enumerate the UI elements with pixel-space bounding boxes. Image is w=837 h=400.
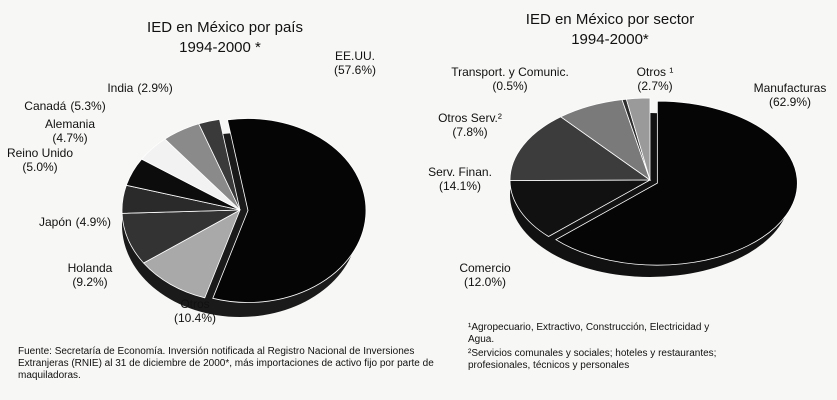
- value-label: (4.7%): [52, 131, 87, 145]
- pie-slice: [625, 97, 651, 181]
- slice-label: Manufacturas (62.9%): [754, 81, 827, 109]
- value-label: (2.7%): [637, 79, 672, 93]
- chart-subtitle: 1994-2000 *: [179, 39, 261, 56]
- footnote: ¹Agropecuario, Extractivo, Construcción,…: [468, 322, 710, 345]
- pie-slice: [212, 118, 367, 303]
- value-label: (9.2%): [72, 275, 107, 289]
- category-label: Otros: [180, 297, 209, 311]
- value-label: (10.4%): [174, 311, 216, 325]
- slice-label: India (2.9%): [107, 81, 172, 95]
- category-label: Japón: [39, 215, 72, 229]
- category-label: EE.UU.: [335, 49, 375, 63]
- slice-label: Otros ¹ (2.7%): [637, 65, 674, 93]
- slice-label: Serv. Finan. (14.1%): [428, 165, 492, 193]
- footnote: ²Servicios comunales y sociales; hoteles…: [468, 348, 717, 371]
- value-label: (12.0%): [464, 275, 506, 289]
- slice-label: EE.UU. (57.6%): [334, 49, 376, 77]
- slice-label: Otros (10.4%): [174, 297, 216, 325]
- slice-label: Comercio (12.0%): [459, 261, 511, 289]
- category-label: Otros ¹: [637, 65, 674, 79]
- pie-slice: [555, 100, 798, 266]
- category-label: Alemania: [45, 117, 95, 131]
- pie-slice: [198, 118, 241, 211]
- category-label: Manufacturas: [754, 81, 827, 95]
- category-label: Comercio: [459, 261, 511, 275]
- source-note: Fuente: Secretaría de Economía. Inversió…: [18, 346, 434, 381]
- chart-title: IED en México por sector: [526, 11, 694, 28]
- slice-label: Holanda (9.2%): [68, 261, 113, 289]
- value-label: (62.9%): [769, 95, 811, 109]
- value-label: (57.6%): [334, 63, 376, 77]
- slice-label: Alemania (4.7%): [45, 117, 95, 145]
- slice-label: Canadá (5.3%): [24, 99, 105, 113]
- slice-label: Otros Serv.² (7.8%): [438, 111, 502, 139]
- slice-label: Reino Unido (5.0%): [7, 146, 73, 174]
- value-label: (4.9%): [76, 215, 111, 229]
- value-label: (14.1%): [439, 179, 481, 193]
- category-label: Serv. Finan.: [428, 165, 492, 179]
- pie-slice: [509, 179, 651, 237]
- chart-title: IED en México por país: [147, 19, 303, 36]
- value-label: (5.3%): [70, 99, 105, 113]
- category-label: Holanda: [68, 261, 113, 275]
- value-label: (2.9%): [137, 81, 172, 95]
- value-label: (5.0%): [22, 160, 57, 174]
- value-label: (0.5%): [492, 79, 527, 93]
- slice-label: Japón (4.9%): [39, 215, 111, 229]
- chart-subtitle: 1994-2000*: [571, 31, 649, 48]
- category-label: Otros Serv.²: [438, 111, 502, 125]
- pie-slice: [142, 209, 241, 299]
- category-label: Transport. y Comunic.: [451, 65, 569, 79]
- category-label: Reino Unido: [7, 146, 73, 160]
- pie-slice: [509, 116, 652, 181]
- slice-label: Transport. y Comunic. (0.5%): [451, 65, 569, 93]
- category-label: Canadá: [24, 99, 66, 113]
- value-label: (7.8%): [452, 125, 487, 139]
- category-label: India: [107, 81, 133, 95]
